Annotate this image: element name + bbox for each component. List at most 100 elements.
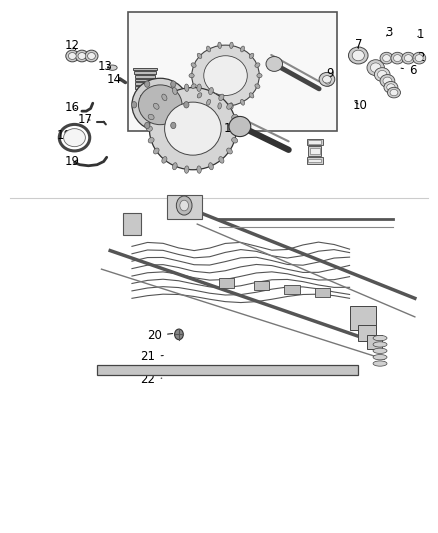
Ellipse shape (230, 103, 233, 109)
Ellipse shape (378, 70, 387, 79)
Ellipse shape (367, 60, 385, 76)
Circle shape (171, 81, 176, 87)
Bar (219, 278, 234, 288)
Text: 3: 3 (385, 26, 392, 38)
Circle shape (145, 81, 150, 87)
Bar (134, 71, 156, 74)
Ellipse shape (227, 148, 232, 154)
Bar (307, 139, 322, 145)
Bar (367, 335, 382, 349)
Ellipse shape (232, 138, 238, 143)
Ellipse shape (208, 163, 213, 170)
Ellipse shape (319, 72, 335, 86)
Ellipse shape (257, 74, 262, 78)
Ellipse shape (88, 53, 95, 60)
Ellipse shape (255, 63, 260, 67)
Ellipse shape (349, 47, 368, 64)
Ellipse shape (240, 46, 244, 52)
Ellipse shape (249, 53, 254, 59)
Circle shape (184, 102, 189, 108)
Bar (350, 306, 376, 330)
Bar (167, 195, 201, 219)
Ellipse shape (383, 55, 391, 62)
Bar (315, 288, 330, 297)
Bar (308, 146, 321, 156)
Bar (134, 75, 155, 78)
Text: 18: 18 (57, 128, 72, 141)
Ellipse shape (173, 87, 177, 94)
Ellipse shape (413, 52, 426, 64)
Ellipse shape (387, 84, 395, 91)
Ellipse shape (374, 68, 390, 82)
Ellipse shape (68, 53, 76, 60)
Bar (135, 86, 155, 88)
Ellipse shape (384, 82, 398, 93)
Text: 17: 17 (78, 112, 93, 126)
Circle shape (171, 122, 176, 128)
Ellipse shape (229, 116, 251, 136)
Ellipse shape (85, 50, 98, 62)
Bar (310, 148, 320, 154)
Ellipse shape (393, 55, 401, 62)
Ellipse shape (373, 348, 387, 353)
Ellipse shape (197, 84, 201, 91)
Text: 16: 16 (65, 101, 80, 114)
Ellipse shape (197, 93, 202, 98)
Ellipse shape (233, 126, 240, 131)
Bar (254, 281, 269, 290)
Ellipse shape (192, 45, 259, 106)
Ellipse shape (227, 103, 232, 109)
Bar (136, 90, 154, 92)
Ellipse shape (207, 46, 211, 52)
Ellipse shape (255, 84, 260, 88)
Text: 19: 19 (65, 155, 80, 168)
Text: 20: 20 (147, 329, 173, 342)
Bar (358, 325, 376, 341)
Text: 2: 2 (414, 51, 424, 63)
Ellipse shape (108, 65, 117, 70)
Circle shape (175, 329, 184, 340)
Ellipse shape (75, 50, 88, 62)
Ellipse shape (249, 93, 254, 98)
Ellipse shape (219, 157, 224, 163)
Ellipse shape (148, 114, 154, 120)
Ellipse shape (218, 103, 221, 109)
Bar (308, 140, 321, 144)
Ellipse shape (66, 50, 79, 62)
Ellipse shape (232, 114, 238, 120)
Circle shape (180, 200, 188, 211)
Bar (284, 285, 300, 294)
Ellipse shape (371, 63, 381, 72)
Text: 8: 8 (382, 78, 393, 91)
Ellipse shape (380, 52, 393, 64)
Ellipse shape (266, 56, 283, 71)
Ellipse shape (388, 87, 400, 98)
Ellipse shape (373, 361, 387, 366)
Text: 9: 9 (327, 67, 334, 80)
Bar (307, 157, 322, 164)
Ellipse shape (230, 42, 233, 49)
Ellipse shape (323, 78, 332, 86)
Ellipse shape (132, 78, 188, 131)
Ellipse shape (373, 354, 387, 360)
Text: 11: 11 (223, 122, 238, 135)
Ellipse shape (352, 50, 364, 61)
Ellipse shape (184, 84, 189, 91)
Text: 14: 14 (106, 74, 121, 86)
Ellipse shape (64, 128, 85, 147)
Ellipse shape (380, 75, 395, 87)
Ellipse shape (325, 80, 330, 84)
Circle shape (145, 122, 150, 128)
Ellipse shape (373, 342, 387, 347)
Text: 21: 21 (141, 350, 163, 363)
Text: 12: 12 (65, 39, 80, 52)
Polygon shape (123, 214, 141, 235)
Text: 13: 13 (98, 60, 113, 72)
Circle shape (131, 102, 137, 108)
Circle shape (177, 196, 192, 215)
Bar (127, 12, 336, 131)
Ellipse shape (162, 94, 167, 101)
Ellipse shape (165, 102, 221, 155)
Text: 10: 10 (353, 99, 368, 112)
Ellipse shape (153, 103, 159, 109)
